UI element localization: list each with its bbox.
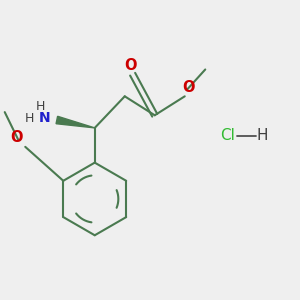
- Text: O: O: [10, 130, 23, 146]
- Text: O: O: [182, 80, 195, 95]
- Text: H: H: [25, 112, 34, 125]
- Polygon shape: [56, 116, 95, 128]
- Text: Cl: Cl: [220, 128, 235, 143]
- Text: O: O: [124, 58, 136, 73]
- Text: H: H: [256, 128, 268, 143]
- Text: N: N: [38, 111, 50, 125]
- Text: H: H: [35, 100, 45, 113]
